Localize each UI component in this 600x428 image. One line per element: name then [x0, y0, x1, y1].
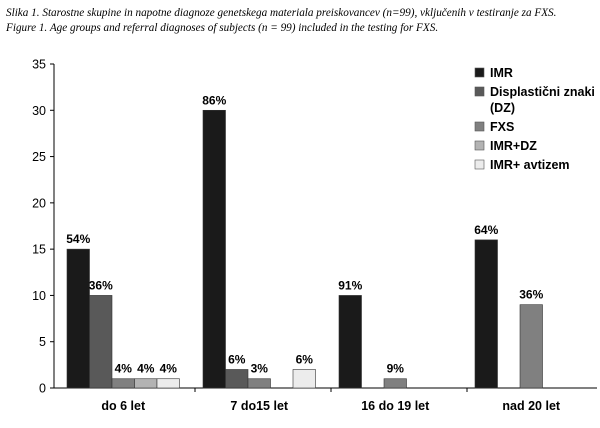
x-category-label: 16 do 19 let: [361, 399, 430, 413]
data-label: 6%: [296, 352, 314, 366]
legend-swatch: [474, 121, 485, 132]
data-label: 6%: [228, 352, 246, 366]
x-category-label: nad 20 let: [502, 399, 560, 413]
data-label: 9%: [387, 362, 405, 376]
bar-imr: [202, 109, 226, 389]
data-label: 64%: [474, 223, 498, 237]
bar-fxs: [519, 304, 543, 389]
legend-label: IMR+ avtizem: [490, 158, 570, 172]
y-tick-label: 5: [39, 335, 46, 349]
data-label: 36%: [519, 288, 543, 302]
bar-fxs: [111, 378, 135, 389]
caption-slovenian: Slika 1. Starostne skupine in napotne di…: [6, 7, 557, 19]
legend-label: Displastični znaki: [490, 85, 595, 99]
legend-label: (DZ): [490, 101, 515, 115]
chart-legend: IMR Displastični znaki (DZ) FXS IMR+DZ IMR+ a…: [474, 66, 595, 172]
data-label: 86%: [202, 93, 226, 107]
y-tick-label: 10: [32, 289, 46, 303]
y-tick-label: 25: [32, 150, 46, 164]
legend-label: IMR: [490, 66, 513, 80]
data-label: 4%: [115, 362, 133, 376]
x-category-label: do 6 let: [101, 399, 146, 413]
data-label: 4%: [160, 362, 178, 376]
y-tick-label: 20: [32, 196, 46, 210]
chart-bars: 54% 36% 4% 4% 4% 86% 6% 3% 6% 91% 9% 64% 36%: [66, 93, 544, 389]
y-tick-label: 0: [39, 382, 46, 396]
legend-swatch: [474, 159, 485, 170]
bar-imr-avtizem: [156, 378, 180, 389]
legend-swatch: [474, 140, 485, 151]
y-tick-label: 35: [32, 58, 46, 72]
bar-imr: [66, 248, 90, 389]
bar-fxs: [383, 378, 407, 389]
bar-imr-avtizem: [292, 369, 316, 389]
legend-label: FXS: [490, 120, 514, 134]
legend-swatch: [474, 86, 485, 97]
y-tick-label: 15: [32, 243, 46, 257]
data-label: 54%: [66, 232, 90, 246]
y-tick-label: 30: [32, 104, 46, 118]
x-category-label: 7 do15 let: [230, 399, 288, 413]
bar-displasti-ni-znaki-dz-: [225, 369, 249, 389]
legend-label: IMR+DZ: [490, 139, 537, 153]
caption-english: Figure 1. Age groups and referral diagno…: [6, 22, 439, 34]
legend-swatch: [474, 67, 485, 78]
bar-imr-dz: [134, 378, 158, 389]
data-label: 3%: [251, 362, 269, 376]
data-label: 4%: [137, 362, 155, 376]
figure-caption: Slika 1. Starostne skupine in napotne di…: [6, 6, 596, 36]
bar-displasti-ni-znaki-dz-: [89, 295, 113, 389]
data-label: 36%: [89, 278, 113, 292]
bar-imr: [474, 239, 498, 389]
bar-imr: [338, 295, 362, 389]
data-label: 91%: [338, 278, 362, 292]
bar-fxs: [247, 378, 271, 389]
